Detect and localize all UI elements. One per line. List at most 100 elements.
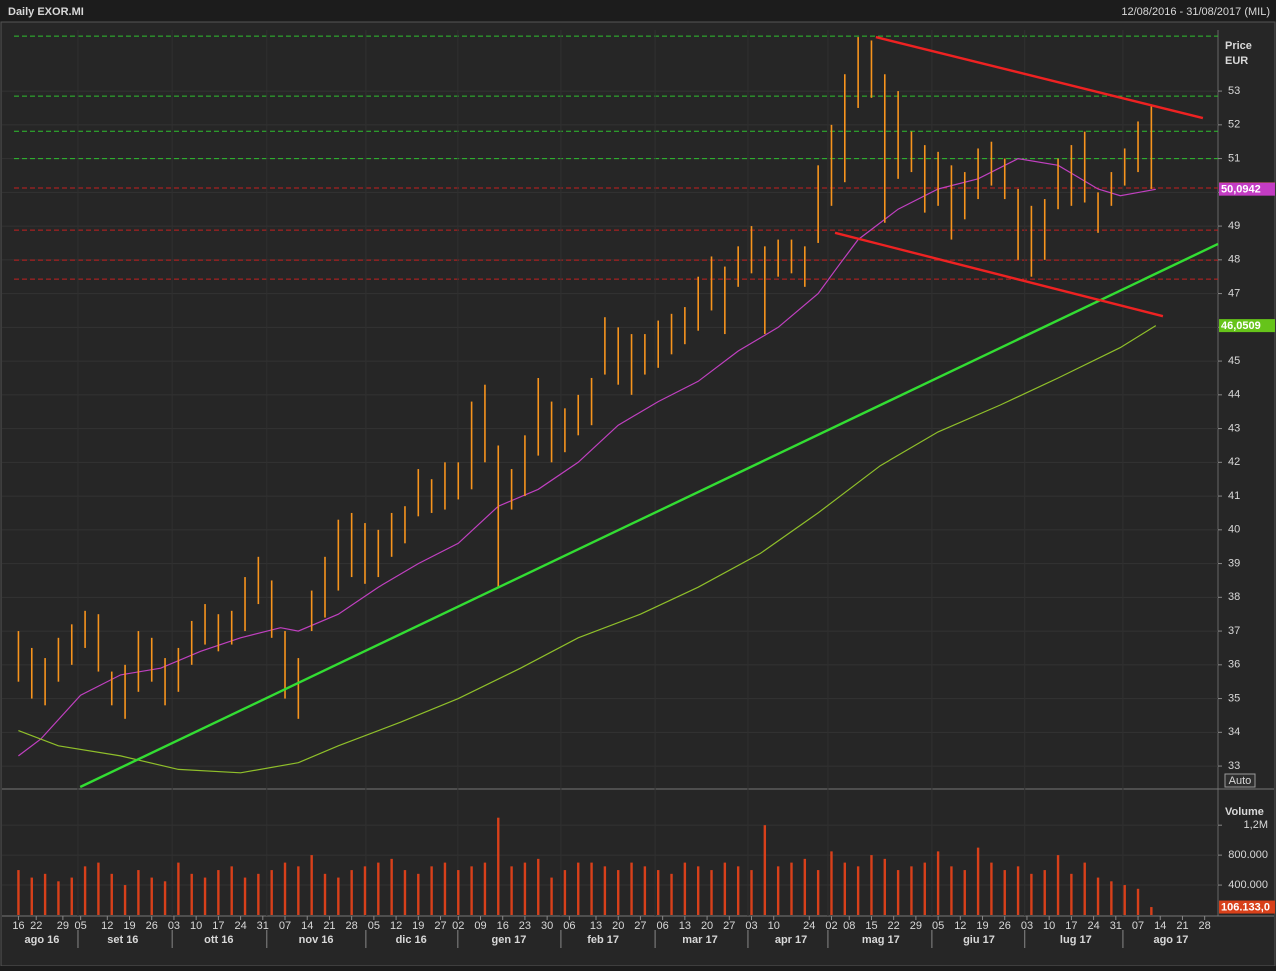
volume-bar — [1096, 877, 1100, 915]
x-tick-label: 05 — [75, 920, 87, 932]
volume-bar — [483, 862, 487, 915]
volume-bar — [190, 873, 193, 915]
volume-bar — [283, 862, 287, 915]
volume-bar — [950, 866, 953, 915]
volume-bar — [910, 866, 913, 915]
volume-bar — [843, 862, 847, 915]
volume-bar — [1030, 873, 1033, 915]
month-label: apr 17 — [775, 934, 807, 946]
volume-bar — [657, 870, 660, 915]
x-tick-label: 20 — [612, 920, 624, 932]
volume-bar — [537, 858, 540, 915]
x-tick-label: 30 — [541, 920, 553, 932]
x-tick-label: 06 — [563, 920, 575, 932]
last-value-label: 106.133,0 — [1221, 901, 1270, 913]
y-tick-label: 38 — [1228, 591, 1240, 603]
volume-bar — [856, 866, 860, 915]
volume-bar — [1070, 873, 1073, 915]
x-tick-label: 03 — [168, 920, 180, 932]
x-tick-label: 26 — [146, 920, 158, 932]
x-tick-label: 03 — [1021, 920, 1033, 932]
x-tick-label: 20 — [701, 920, 713, 932]
volume-bar — [310, 855, 313, 915]
trendline — [79, 242, 1219, 789]
x-tick-label: 05 — [932, 920, 944, 932]
x-tick-label: 23 — [519, 920, 531, 932]
volume-bar — [430, 866, 433, 915]
last-value-label: 46,0509 — [1221, 320, 1261, 332]
month-label: ago 16 — [25, 934, 60, 946]
y-tick-label: 53 — [1228, 85, 1240, 97]
chart-title: Daily EXOR.MI — [8, 6, 84, 18]
x-tick-label: 28 — [1199, 920, 1211, 932]
month-label: dic 16 — [396, 934, 427, 946]
last-value-label: 50,0942 — [1221, 184, 1261, 196]
currency-label: EUR — [1225, 55, 1248, 67]
chart-frame — [0, 21, 1276, 967]
volume-bar — [1150, 907, 1153, 915]
volume-bar — [830, 851, 833, 915]
x-tick-label: 10 — [768, 920, 780, 932]
x-tick-label: 06 — [657, 920, 669, 932]
x-tick-label: 21 — [323, 920, 335, 932]
volume-bar — [457, 870, 460, 915]
x-tick-label: 09 — [474, 920, 486, 932]
x-tick-label: 08 — [843, 920, 855, 932]
x-tick-label: 17 — [212, 920, 224, 932]
x-tick-label: 10 — [190, 920, 202, 932]
month-label: ago 17 — [1153, 934, 1188, 946]
volume-bar — [776, 866, 780, 915]
volume-bar — [110, 873, 113, 915]
volume-bar — [230, 866, 233, 915]
month-label: feb 17 — [587, 934, 619, 946]
volume-bar — [1110, 881, 1113, 915]
volume-bar — [270, 870, 273, 915]
x-tick-label: 15 — [865, 920, 877, 932]
x-tick-label: 29 — [57, 920, 69, 932]
y-tick-label: 39 — [1228, 557, 1240, 569]
x-tick-label: 05 — [368, 920, 380, 932]
y-tick-label: 34 — [1228, 726, 1240, 738]
y-tick-label: 43 — [1228, 422, 1240, 434]
volume-bar — [563, 870, 567, 915]
x-tick-label: 12 — [101, 920, 113, 932]
x-tick-label: 19 — [412, 920, 424, 932]
volume-bar — [323, 873, 327, 915]
volume-bar — [963, 870, 966, 915]
y-tick-label: 47 — [1228, 287, 1240, 299]
volume-bar — [643, 866, 647, 915]
volume-bar — [243, 877, 247, 915]
auto-button-frame[interactable] — [1224, 773, 1256, 788]
moving-average — [18, 157, 1156, 757]
y-tick-label: 800.000 — [1228, 849, 1268, 861]
y-tick-label: 33 — [1228, 760, 1240, 772]
x-tick-label: 13 — [679, 920, 691, 932]
volume-bar — [803, 858, 807, 915]
volume-bar — [923, 862, 926, 915]
volume-bar — [976, 847, 980, 915]
volume-bar — [630, 862, 633, 915]
volume-bar — [723, 862, 727, 915]
x-tick-label: 21 — [1176, 920, 1188, 932]
x-tick-label: 29 — [910, 920, 922, 932]
volume-bar — [123, 885, 127, 915]
x-tick-label: 24 — [234, 920, 246, 932]
date-range: 12/08/2016 - 31/08/2017 (MIL) — [1121, 6, 1270, 18]
volume-bar — [363, 866, 367, 915]
y-tick-label: 1,2M — [1244, 819, 1268, 831]
volume-bar — [43, 873, 47, 915]
volume-bar — [1056, 855, 1060, 915]
y-tick-label: 45 — [1228, 355, 1240, 367]
y-tick-label: 36 — [1228, 659, 1240, 671]
volume-bar — [736, 866, 740, 915]
y-tick-label: 42 — [1228, 456, 1240, 468]
month-label: mag 17 — [862, 934, 900, 946]
y-tick-label: 41 — [1228, 490, 1240, 502]
moving-average — [18, 325, 1157, 774]
month-label: giu 17 — [963, 934, 995, 946]
volume-bar — [177, 862, 180, 915]
volume-bar — [670, 873, 673, 915]
auto-button[interactable]: Auto — [1229, 775, 1252, 787]
last-value-box — [1219, 900, 1275, 914]
